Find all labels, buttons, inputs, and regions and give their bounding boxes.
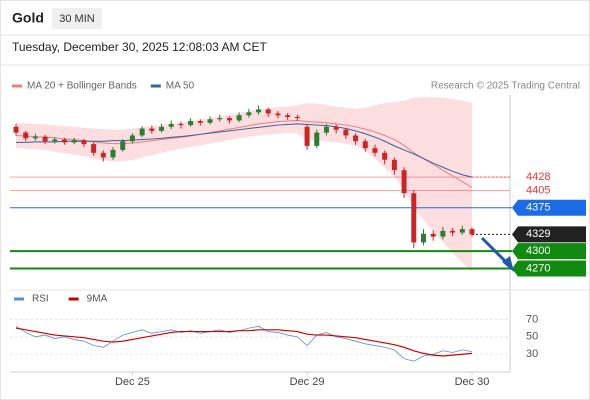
indicator-line	[15, 325, 473, 362]
level-label: 4270	[526, 262, 550, 274]
candle-body	[420, 233, 426, 243]
level-box	[512, 260, 586, 277]
x-tick-label: Dec 30	[455, 376, 490, 388]
level-label: 4329	[526, 228, 550, 240]
candle-body	[42, 136, 48, 142]
candle-body	[62, 139, 68, 143]
candle-body	[100, 152, 106, 158]
y-tick-label: 30	[526, 348, 538, 360]
candle-body	[226, 118, 232, 121]
legend-label: 9MA	[87, 294, 108, 305]
candle-body	[275, 113, 281, 116]
candle-body	[440, 230, 446, 237]
candle-body	[159, 126, 165, 131]
indicator-line	[15, 327, 473, 357]
x-tick-label: Dec 25	[115, 376, 150, 388]
candle-body	[149, 128, 155, 131]
legend-label: RSI	[32, 294, 49, 305]
level-box	[512, 226, 586, 243]
candle-body	[382, 152, 388, 160]
candle-body	[469, 229, 475, 235]
candle-body	[256, 109, 262, 113]
level-label: 4300	[526, 245, 550, 257]
candle-body	[323, 126, 329, 133]
legend-label: MA 50	[166, 81, 195, 92]
candle-body	[430, 233, 436, 237]
candle-body	[52, 139, 58, 142]
candle-body	[304, 126, 310, 146]
forecast-arrow-head	[502, 256, 514, 272]
level-box	[512, 243, 586, 260]
candle-body	[343, 129, 349, 136]
candle-body	[217, 118, 223, 120]
candle-body	[372, 148, 378, 153]
candle-body	[32, 136, 38, 139]
candle-body	[110, 149, 116, 158]
candle-body	[459, 229, 465, 233]
candle-body	[188, 121, 194, 126]
chart-title: Gold	[12, 10, 44, 26]
candle-body	[411, 193, 417, 243]
timeframe-button[interactable]	[52, 8, 102, 29]
x-tick-label: Dec 29	[290, 376, 325, 388]
candle-body	[168, 123, 174, 127]
candle-body	[391, 159, 397, 171]
y-tick-label: 70	[526, 313, 538, 325]
candle-body	[265, 109, 271, 114]
candle-body	[178, 123, 184, 126]
candle-body	[294, 116, 300, 119]
y-tick-label: 50	[526, 331, 538, 343]
candle-body	[236, 115, 242, 121]
candle-body	[285, 115, 291, 117]
candle-body	[314, 132, 320, 146]
candle-body	[13, 126, 19, 133]
candle-body	[91, 144, 97, 153]
level-box	[512, 199, 586, 216]
level-label: 4405	[526, 184, 550, 196]
candle-body	[362, 141, 368, 149]
candle-body	[120, 141, 126, 150]
candle-body	[197, 121, 203, 123]
ma-line	[16, 123, 473, 178]
candle-body	[450, 230, 456, 233]
candle-body	[81, 140, 87, 145]
candle-body	[353, 135, 359, 142]
legend-label: MA 20 + Bollinger Bands	[27, 81, 137, 92]
level-label: 4428	[526, 171, 550, 183]
subtitle: Tuesday, December 30, 2025 12:08:03 AM C…	[12, 40, 267, 54]
candle-body	[333, 126, 339, 130]
candle-body	[71, 140, 77, 143]
candle-body	[207, 119, 213, 123]
candle-body	[401, 170, 407, 194]
candle-body	[246, 112, 252, 116]
source: Research © 2025 Trading Central	[431, 81, 580, 92]
level-label: 4375	[526, 202, 550, 214]
forecast-arrow	[480, 236, 510, 266]
timeframe[interactable]: 30 MIN	[59, 13, 95, 25]
candle-body	[139, 128, 145, 136]
candle-body	[23, 132, 29, 139]
candle-body	[129, 135, 135, 142]
